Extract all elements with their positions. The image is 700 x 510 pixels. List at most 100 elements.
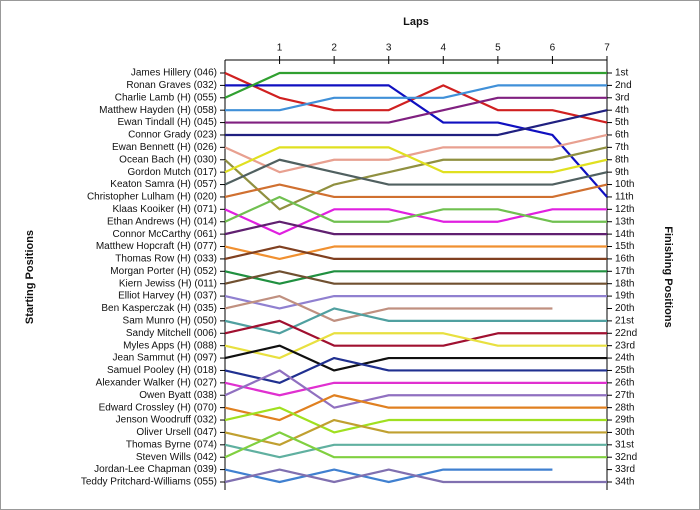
driver-line xyxy=(224,332,607,360)
driver-line xyxy=(224,133,608,174)
chart-title: Laps xyxy=(403,16,429,28)
y2-tick-label: 30th xyxy=(615,427,634,438)
driver-line xyxy=(224,146,608,174)
y2-tick-label: 3rd xyxy=(615,92,629,103)
y2-tick-label: 1st xyxy=(615,68,629,79)
y2-tick-label: 34th xyxy=(615,477,634,488)
y-tick-label: James Hillery (046) xyxy=(131,68,217,79)
driver-line xyxy=(224,381,607,397)
x-tick-label: 1 xyxy=(277,43,283,54)
x-tick-label: 3 xyxy=(386,43,392,54)
y-tick-label: Charlie Lamb (H) (055) xyxy=(115,92,217,103)
y-tick-label: Jenson Woodruff (032) xyxy=(116,415,217,426)
driver-line xyxy=(224,406,607,434)
y-tick-label: Ocean Bach (H) (030) xyxy=(119,154,217,165)
driver-line xyxy=(224,307,607,335)
y-tick-label: Matthew Hayden (H) (058) xyxy=(99,105,217,116)
y2-tick-label: 12th xyxy=(615,204,634,215)
driver-line xyxy=(224,195,607,223)
y-tick-label: Jordan-Lee Chapman (039) xyxy=(94,464,217,475)
y-tick-label: Teddy Pritchard-Williams (055) xyxy=(81,477,217,488)
y2-tick-label: 27th xyxy=(615,390,634,401)
driver-line xyxy=(224,418,607,446)
driver-line xyxy=(224,270,607,285)
y-tick-label: Klaas Kooiker (H) (071) xyxy=(113,204,217,215)
driver-line xyxy=(225,84,608,198)
driver-line xyxy=(224,220,607,236)
driver-line xyxy=(225,84,607,112)
y2-tick-label: 11th xyxy=(615,192,634,203)
y-tick-label: Oliver Ursell (047) xyxy=(136,427,217,438)
driver-line xyxy=(224,431,607,459)
driver-line xyxy=(224,294,553,322)
y-tick-label: Kiern Jewiss (H) (011) xyxy=(119,278,217,289)
y2-tick-label: 13th xyxy=(615,216,634,227)
y-tick-label: Jean Sammut (H) (097) xyxy=(113,353,217,364)
y-tick-label: Sandy Mitchell (006) xyxy=(126,328,217,339)
driver-line xyxy=(224,270,607,285)
driver-line xyxy=(224,468,553,484)
y-tick-label: Ben Kasperczak (H) (035) xyxy=(101,303,217,314)
driver-line xyxy=(225,96,607,124)
y-tick-label: Owen Byatt (038) xyxy=(139,390,217,401)
y2-tick-label: 33rd xyxy=(615,464,635,475)
y-tick-label: Ewan Tindall (H) (045) xyxy=(118,117,217,128)
y2-tick-label: 15th xyxy=(615,241,634,252)
driver-line xyxy=(224,468,607,484)
y2-tick-label: 19th xyxy=(615,291,634,302)
y2-tick-label: 28th xyxy=(615,402,634,413)
y2-tick-label: 4th xyxy=(615,105,629,116)
y2-tick-label: 29th xyxy=(615,415,634,426)
y2-tick-label: 8th xyxy=(615,154,629,165)
x-tick-label: 5 xyxy=(495,43,501,54)
y-axis-label: Starting Positions xyxy=(24,230,36,324)
driver-line xyxy=(224,294,607,310)
y-tick-label: Sam Munro (H) (050) xyxy=(123,316,217,327)
y-tick-label: Ewan Bennett (H) (026) xyxy=(112,142,217,153)
y2-tick-label: 6th xyxy=(615,130,629,141)
driver-line xyxy=(224,319,607,347)
x-tick-label: 4 xyxy=(441,43,447,54)
y2-tick-label: 22nd xyxy=(615,328,637,339)
y-tick-label: Thomas Row (H) (033) xyxy=(115,254,217,265)
y2-tick-label: 10th xyxy=(615,179,634,190)
y2-tick-label: 31st xyxy=(615,439,634,450)
y2-tick-label: 32nd xyxy=(615,452,637,463)
y2-tick-label: 14th xyxy=(615,229,634,240)
driver-line xyxy=(224,146,608,211)
driver-line xyxy=(224,71,607,99)
y-tick-label: Samuel Pooley (H) (018) xyxy=(107,365,217,376)
y2-tick-label: 17th xyxy=(615,266,634,277)
y2-tick-label: 21st xyxy=(615,316,634,327)
y2-tick-label: 23rd xyxy=(615,340,635,351)
y2-tick-label: 26th xyxy=(615,377,634,388)
y2-axis-label: Finishing Positions xyxy=(662,226,674,327)
y-tick-label: Gordon Mutch (017) xyxy=(128,167,218,178)
y2-tick-label: 5th xyxy=(615,117,629,128)
y2-tick-label: 9th xyxy=(615,167,629,178)
y-tick-label: Connor Grady (023) xyxy=(128,130,217,141)
driver-line xyxy=(224,183,608,199)
y2-tick-label: 25th xyxy=(615,365,634,376)
y-tick-label: Myles Apps (H) (088) xyxy=(123,340,217,351)
driver-line xyxy=(224,394,607,422)
driver-line xyxy=(224,245,607,261)
driver-line xyxy=(224,356,607,384)
y2-tick-label: 7th xyxy=(615,142,629,153)
driver-line xyxy=(224,443,607,459)
y-tick-label: Edward Crossley (H) (070) xyxy=(99,402,217,413)
y2-tick-label: 20th xyxy=(615,303,634,314)
y-tick-label: Christopher Lulham (H) (020) xyxy=(87,192,217,203)
x-tick-label: 6 xyxy=(550,43,556,54)
y-tick-label: Elliot Harvey (H) (037) xyxy=(118,291,217,302)
y2-tick-label: 18th xyxy=(615,278,634,289)
x-tick-label: 7 xyxy=(604,43,610,54)
y-tick-label: Steven Wills (042) xyxy=(136,452,217,463)
y-tick-label: Matthew Hopcraft (H) (077) xyxy=(96,241,217,252)
y2-tick-label: 16th xyxy=(615,254,634,265)
driver-line xyxy=(224,344,607,372)
y2-tick-label: 24th xyxy=(615,353,634,364)
y-tick-label: Connor McCarthy (061) xyxy=(113,229,217,240)
y-tick-label: Keaton Samra (H) (057) xyxy=(110,179,217,190)
